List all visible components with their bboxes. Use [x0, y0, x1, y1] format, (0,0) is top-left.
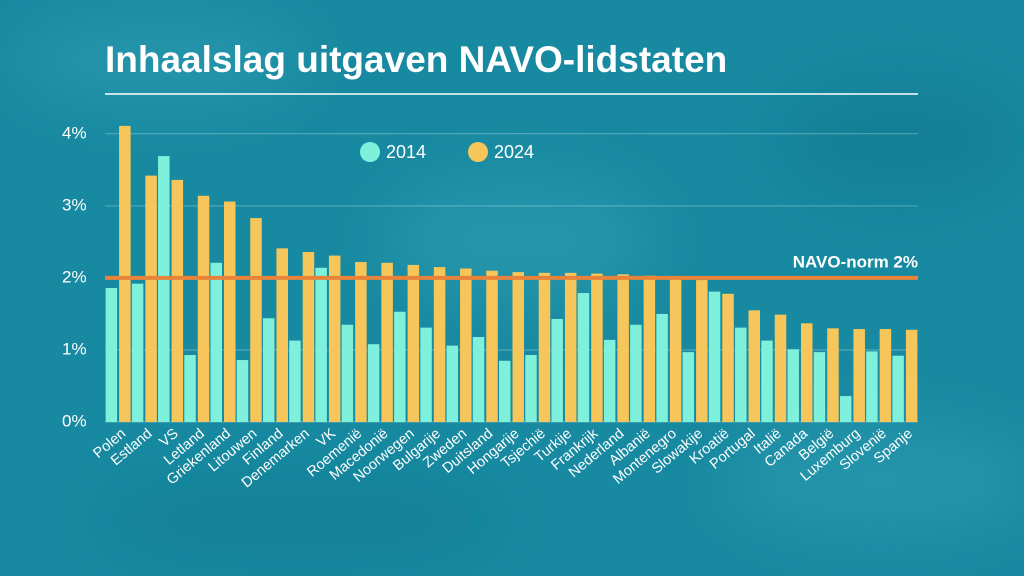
bar	[708, 291, 721, 422]
bar	[839, 396, 852, 422]
bar	[394, 311, 406, 422]
bar	[131, 283, 144, 422]
legend-label: 2024	[494, 142, 534, 162]
bar	[250, 218, 262, 422]
bar	[276, 248, 288, 422]
bar	[577, 293, 590, 422]
reference-label: NAVO-norm 2%	[793, 252, 918, 271]
bar	[617, 274, 629, 422]
bar	[302, 251, 315, 422]
bar	[512, 272, 524, 422]
legend-label: 2014	[386, 142, 426, 162]
bar	[656, 313, 668, 422]
bar	[499, 360, 511, 422]
bar	[866, 351, 878, 422]
bar	[171, 179, 184, 422]
bar	[145, 175, 157, 422]
bar	[367, 344, 380, 422]
legend-swatch	[360, 142, 380, 162]
y-tick-label: 4%	[62, 123, 87, 142]
bar	[853, 329, 865, 422]
bar	[564, 272, 577, 422]
bar	[355, 262, 367, 422]
bar	[800, 323, 813, 422]
bar	[210, 262, 223, 422]
chart-title: Inhaalslag uitgaven NAVO-lidstaten	[105, 39, 727, 80]
bar	[748, 310, 761, 422]
bar	[879, 329, 892, 422]
bar	[643, 275, 656, 422]
bar	[525, 354, 537, 422]
y-tick-label: 3%	[62, 195, 87, 214]
bar	[682, 352, 695, 422]
bar	[184, 354, 196, 422]
y-tick-label: 2%	[62, 267, 87, 286]
bar	[787, 349, 799, 422]
bar	[328, 255, 341, 422]
bar	[722, 293, 734, 422]
bar	[696, 280, 708, 422]
bar	[119, 125, 131, 422]
bar	[289, 340, 301, 422]
bar	[472, 336, 485, 422]
bar	[813, 352, 826, 422]
bar	[105, 287, 118, 422]
bar	[669, 277, 682, 422]
bar	[262, 318, 275, 422]
y-tick-label: 0%	[62, 411, 87, 430]
bar	[433, 267, 446, 422]
bar	[892, 355, 904, 422]
bar	[315, 267, 327, 422]
bar	[460, 268, 472, 422]
bar	[538, 272, 551, 422]
background-pattern	[10, 10, 1024, 560]
bar	[735, 327, 747, 422]
bar	[774, 314, 787, 422]
bar	[420, 327, 432, 422]
bar	[341, 324, 354, 422]
bar	[197, 195, 210, 422]
y-tick-label: 1%	[62, 339, 87, 358]
bar	[446, 345, 459, 422]
bar	[407, 264, 420, 422]
bar	[236, 360, 249, 422]
bar	[827, 328, 839, 422]
bar	[630, 324, 642, 422]
bar	[486, 270, 498, 422]
bar	[551, 318, 563, 422]
bar	[603, 339, 616, 422]
bar	[158, 156, 170, 423]
legend-swatch	[468, 142, 488, 162]
bar	[761, 340, 773, 422]
bar	[905, 329, 918, 422]
bar	[224, 201, 236, 422]
bar	[381, 262, 393, 422]
bar	[591, 273, 603, 422]
